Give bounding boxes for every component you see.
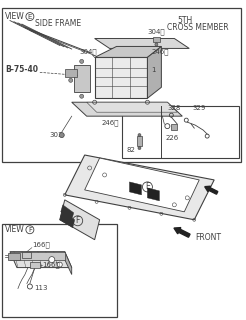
Polygon shape: [61, 205, 74, 220]
Text: F: F: [76, 216, 80, 225]
Text: 1: 1: [152, 67, 156, 73]
Polygon shape: [95, 57, 147, 98]
Bar: [171, 124, 177, 130]
Text: 328: 328: [167, 105, 181, 111]
Circle shape: [49, 257, 55, 263]
Polygon shape: [60, 200, 100, 240]
Polygon shape: [147, 188, 159, 201]
Polygon shape: [10, 252, 65, 260]
Text: 303: 303: [50, 132, 63, 138]
Text: 226: 226: [165, 135, 179, 141]
Bar: [2, 8, 241, 162]
Bar: [154, 37, 160, 43]
Polygon shape: [10, 252, 72, 268]
Text: F: F: [28, 227, 32, 233]
Bar: [22, 252, 31, 258]
Text: 166Ⓐ: 166Ⓐ: [32, 242, 50, 248]
Text: 113: 113: [34, 285, 47, 292]
Text: VIEW: VIEW: [5, 12, 25, 21]
Polygon shape: [60, 212, 75, 228]
Text: 82: 82: [126, 147, 135, 153]
FancyArrow shape: [174, 228, 190, 237]
Text: 304Ⓑ: 304Ⓑ: [147, 28, 165, 35]
Circle shape: [80, 60, 84, 63]
Text: SIDE FRAME: SIDE FRAME: [35, 19, 81, 28]
Circle shape: [138, 147, 141, 149]
Text: E: E: [145, 182, 150, 191]
Text: 246Ⓐ: 246Ⓐ: [102, 119, 119, 126]
Polygon shape: [147, 46, 161, 98]
Text: B-75-40: B-75-40: [5, 65, 38, 74]
Text: 304Ⓐ: 304Ⓐ: [80, 48, 97, 55]
Polygon shape: [95, 46, 161, 57]
Text: VIEW: VIEW: [5, 225, 25, 234]
Text: 166Ⓑ: 166Ⓑ: [42, 261, 60, 268]
Text: 5TH: 5TH: [177, 16, 193, 25]
Text: E: E: [28, 13, 32, 20]
Circle shape: [138, 134, 141, 137]
Polygon shape: [65, 252, 72, 275]
Polygon shape: [65, 155, 214, 220]
Text: 329: 329: [192, 105, 206, 111]
Bar: [138, 136, 142, 146]
Circle shape: [155, 43, 158, 46]
Bar: [65, 69, 77, 77]
Circle shape: [80, 94, 84, 98]
Polygon shape: [85, 158, 199, 212]
Polygon shape: [129, 182, 141, 195]
Polygon shape: [95, 38, 189, 48]
Circle shape: [59, 132, 64, 138]
FancyArrow shape: [205, 186, 218, 194]
Bar: [2, 224, 117, 317]
Text: CROSS MEMBER: CROSS MEMBER: [167, 22, 229, 31]
Bar: [30, 262, 40, 268]
Text: 246Ⓑ: 246Ⓑ: [152, 48, 169, 55]
Polygon shape: [72, 102, 182, 116]
Bar: [122, 106, 239, 158]
Circle shape: [69, 78, 73, 82]
Circle shape: [57, 262, 62, 267]
Bar: [8, 253, 20, 260]
Text: FRONT: FRONT: [195, 233, 221, 242]
Polygon shape: [74, 65, 90, 92]
Polygon shape: [87, 102, 177, 112]
